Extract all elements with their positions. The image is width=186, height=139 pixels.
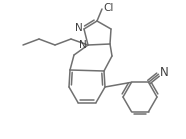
Text: N: N [160, 66, 169, 79]
Text: N: N [75, 23, 83, 33]
Text: Cl: Cl [104, 3, 114, 13]
Text: N: N [79, 40, 87, 50]
